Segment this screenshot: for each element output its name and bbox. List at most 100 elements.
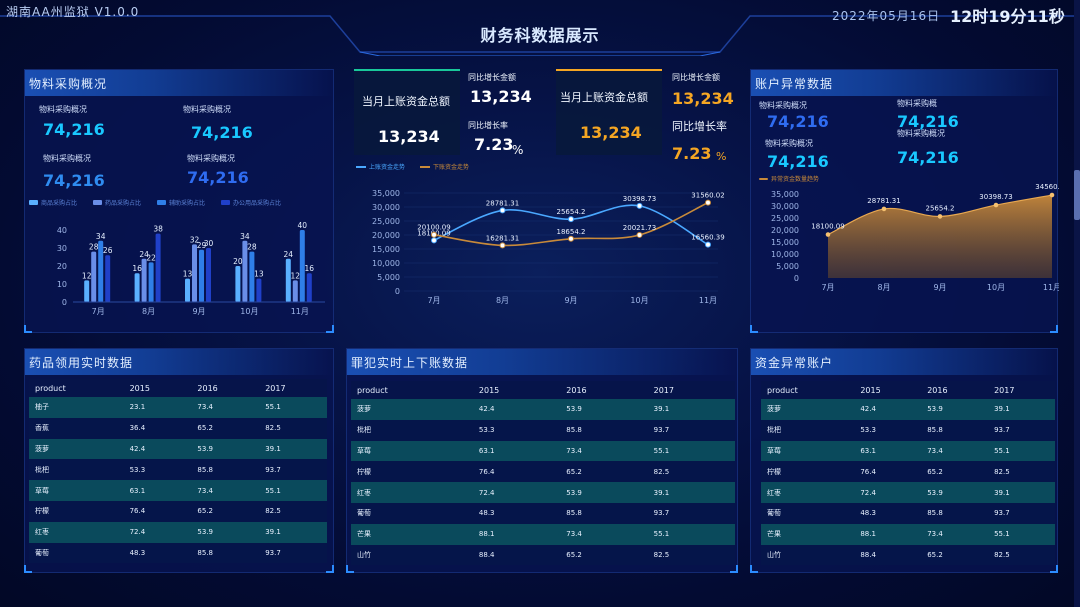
x-tick-label: 9月	[933, 283, 946, 292]
data-point	[937, 214, 943, 219]
table-row[interactable]: 菠萝 42.4 53.9 39.1	[761, 399, 1055, 420]
panel-title: 物料采购概况	[29, 77, 108, 91]
scrollbar-thumb[interactable]	[1074, 170, 1080, 220]
table-cell: 93.7	[647, 502, 735, 524]
y-tick-label: 40	[57, 226, 67, 235]
table-cell: 65.2	[921, 461, 989, 483]
table-row[interactable]: 山竹 88.4 65.2 82.5	[761, 544, 1055, 566]
table-row[interactable]: 柠檬 76.4 65.2 82.5	[351, 461, 735, 483]
legend-item[interactable]: 商品采购占比	[29, 198, 77, 207]
stat-value: 74,216	[43, 120, 105, 139]
x-tick-label: 8月	[877, 283, 890, 292]
bar	[306, 273, 312, 302]
y-tick-label: 30,000	[372, 203, 400, 212]
y-tick-label: 25,000	[771, 214, 799, 223]
table-row[interactable]: 柠檬 76.4 65.2 82.5	[29, 500, 327, 522]
table-cell: 草莓	[761, 440, 855, 462]
table-row[interactable]: 柠檬 76.4 65.2 82.5	[761, 461, 1055, 483]
table-cell: 53.9	[560, 399, 648, 420]
column-header[interactable]: product	[767, 385, 798, 395]
stat-value: 74,216	[43, 171, 105, 190]
table-cell: 菠萝	[761, 399, 855, 420]
x-tick-label: 7月	[427, 296, 440, 305]
column-header[interactable]: 2016	[197, 383, 218, 393]
table-row[interactable]: 红枣 72.4 53.9 39.1	[29, 521, 327, 543]
column-header[interactable]: 2016	[927, 385, 948, 395]
data-label: 30398.73	[979, 193, 1012, 201]
line-legend-item[interactable]: 上账资金走势	[356, 162, 405, 171]
table-row[interactable]: 菠萝 42.4 53.9 39.1	[351, 399, 735, 420]
table-cell: 柚子	[29, 397, 124, 418]
table-row[interactable]: 红枣 72.4 53.9 39.1	[351, 482, 735, 503]
data-point	[1049, 192, 1055, 198]
table-row[interactable]: 芒果 88.1 73.4 55.1	[761, 523, 1055, 545]
bar	[249, 251, 255, 302]
column-header[interactable]: 2015	[129, 383, 150, 393]
line-legend-item[interactable]: 下账资金走势	[420, 162, 469, 171]
bar-label: 16	[132, 264, 142, 273]
table-row[interactable]: 草莓 63.1 73.4 55.1	[761, 440, 1055, 462]
y-tick-label: 0	[794, 274, 799, 283]
legend-item[interactable]: 异常资金数量趋势	[759, 174, 819, 183]
data-label: 34560.39	[1035, 183, 1059, 191]
data-point	[705, 241, 711, 248]
table-row[interactable]: 葡萄 48.3 85.8 93.7	[351, 502, 735, 524]
scrollbar[interactable]	[1074, 0, 1080, 607]
bar	[155, 233, 161, 302]
table-row[interactable]: 柚子 23.1 73.4 55.1	[29, 397, 327, 418]
bar-chart: 010203040122834267月162422388月133229309月2…	[57, 221, 325, 316]
table-cell: 39.1	[988, 399, 1055, 420]
stat-label: 物料采购概况	[183, 105, 231, 114]
table-row[interactable]: 葡萄 48.3 85.8 93.7	[761, 502, 1055, 524]
table-row[interactable]: 枇杷 53.3 85.8 93.7	[761, 419, 1055, 441]
table-cell: 93.7	[988, 502, 1055, 524]
table-row[interactable]: 山竹 88.4 65.2 82.5	[351, 544, 735, 566]
table-cell: 72.4	[854, 482, 922, 503]
table-cell: 39.1	[647, 399, 735, 420]
table-row[interactable]: 红枣 72.4 53.9 39.1	[761, 482, 1055, 503]
data-point	[568, 235, 574, 242]
column-header[interactable]: 2016	[566, 385, 587, 395]
table-row[interactable]: 葡萄 48.3 85.8 93.7	[29, 542, 327, 564]
column-header[interactable]: product	[357, 385, 388, 395]
table-cell: 53.3	[472, 419, 561, 441]
x-tick-label: 11月	[291, 307, 309, 316]
purchase-panel: 物料采购概况 物料采购概况 74,216 物料采购概况 74,216 物料采购概…	[24, 69, 334, 333]
table-cell: 芒果	[761, 523, 855, 545]
column-header[interactable]: 2015	[860, 385, 881, 395]
bar-label: 24	[284, 250, 294, 259]
y-tick-label: 20,000	[771, 226, 799, 235]
y-tick-label: 25,000	[372, 217, 400, 226]
bar	[98, 240, 104, 302]
x-tick-label: 11月	[1043, 283, 1059, 292]
table-row[interactable]: 芒果 88.1 73.4 55.1	[351, 523, 735, 545]
bar	[206, 248, 211, 302]
table-row[interactable]: 香蕉 36.4 65.2 82.5	[29, 417, 327, 439]
column-header[interactable]: product	[35, 383, 66, 393]
table-cell: 红枣	[761, 482, 855, 503]
table-cell: 65.2	[560, 461, 648, 483]
stat-label: 物料采购概况	[43, 154, 91, 163]
data-label: 28781.31	[867, 197, 900, 205]
column-header[interactable]: 2015	[478, 385, 500, 395]
table-cell: 53.9	[921, 399, 989, 420]
panel-title: 账户异常数据	[755, 77, 834, 91]
column-header[interactable]: 2017	[265, 383, 286, 393]
column-header[interactable]: 2017	[994, 385, 1015, 395]
legend-item[interactable]: 药品采购占比	[93, 198, 141, 207]
legend-item[interactable]: 辅助采购占比	[157, 198, 205, 207]
table-row[interactable]: 菠萝 42.4 53.9 39.1	[29, 438, 327, 460]
kpi-rate-value: 7.23	[474, 135, 514, 154]
table-row[interactable]: 草莓 63.1 73.4 55.1	[29, 480, 327, 501]
table-cell: 76.4	[123, 500, 192, 522]
table-cell: 65.2	[560, 544, 648, 566]
column-header[interactable]: 2017	[653, 385, 674, 395]
table-header-row: product 2015 2016 2017	[29, 379, 327, 397]
table-cell: 53.3	[123, 459, 192, 481]
legend-item[interactable]: 办公用品采购占比	[221, 198, 281, 207]
table-row[interactable]: 枇杷 53.3 85.8 93.7	[351, 419, 735, 441]
table-cell: 93.7	[259, 542, 327, 564]
table-row[interactable]: 草莓 63.1 73.4 55.1	[351, 440, 735, 462]
table-row[interactable]: 枇杷 53.3 85.8 93.7	[29, 459, 327, 481]
bar-label: 28	[89, 243, 99, 252]
